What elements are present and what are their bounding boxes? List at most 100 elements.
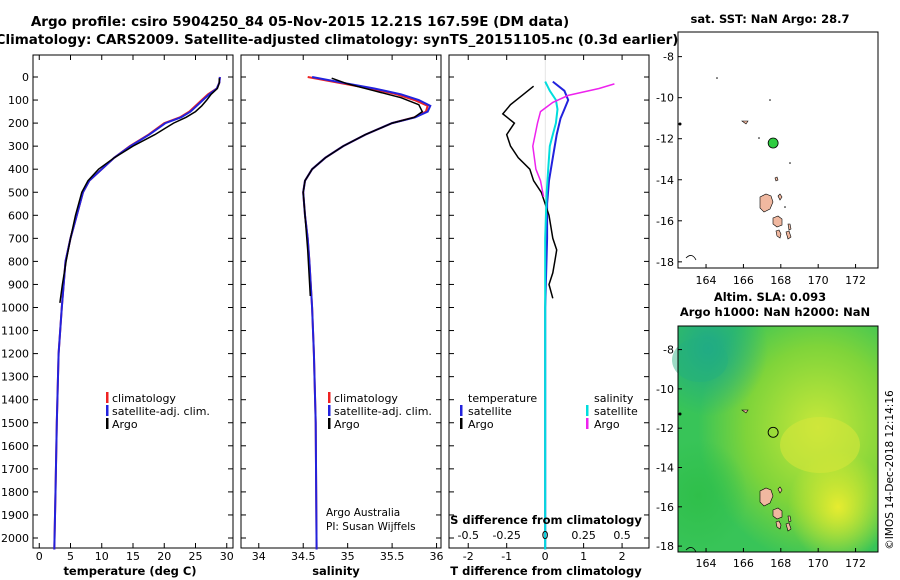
depth-tick-label: 1700 — [1, 463, 29, 476]
sal-diff-argo-line — [532, 83, 615, 198]
map-y-tick-label: -18 — [656, 256, 674, 269]
depth-tick-label: 1400 — [1, 394, 29, 407]
depth-tick-label: 1100 — [1, 325, 29, 338]
legend3-t-argo: Argo — [468, 418, 494, 431]
x-tick-label: 0 — [542, 550, 549, 563]
difference-panel — [448, 54, 650, 549]
legend2-satellite: satellite-adj. clim. — [334, 405, 432, 418]
map-y-tick-label: -12 — [656, 133, 674, 146]
legend-argo: Argo — [112, 418, 138, 431]
temp-diff-argo-line — [501, 85, 558, 299]
legend3-t-satellite-swatch — [460, 405, 463, 416]
s-diff-tick-label: -0.5 — [457, 529, 478, 542]
imos-watermark: ©IMOS 14-Dec-2018 12:14:16 — [884, 390, 896, 550]
x-tick-label: 35 — [341, 550, 355, 563]
s-difference-ticks: -0.5 -0.25 0 0.25 0.5 — [457, 529, 630, 542]
x-tick-label: 34 — [252, 550, 266, 563]
legend-climatology-swatch — [106, 392, 109, 403]
sst-map-frame — [677, 31, 879, 269]
depth-tick-label: 700 — [8, 232, 29, 245]
legend2-climatology: climatology — [334, 392, 398, 405]
temperature-series — [53, 76, 221, 550]
map-y-tick-label: -14 — [656, 461, 674, 474]
sla-map-field — [672, 326, 878, 552]
legend-satellite-swatch — [106, 405, 109, 416]
s-diff-tick-label: 0.25 — [571, 529, 596, 542]
temperature-xlabel: temperature (deg C) — [63, 564, 196, 578]
x-tick-label: 30 — [220, 550, 234, 563]
depth-axis: 0 100 200 300 400 500 600 700 800 900 1000 1100 1200… — [1, 71, 649, 545]
map-x-tick-label: 168 — [770, 274, 791, 287]
depth-tick-label: 100 — [8, 94, 29, 107]
temperature-x-ticks: 0 5 10 15 20 25 30 — [36, 55, 234, 563]
map-x-tick-label: 170 — [808, 274, 829, 287]
map-x-tick-label: 166 — [733, 274, 754, 287]
salinity-panel — [240, 54, 442, 549]
x-tick-label: 35.5 — [380, 550, 405, 563]
legend3-salinity: salinity — [594, 392, 634, 405]
depth-tick-label: 1800 — [1, 486, 29, 499]
credit-line-2: PI: Susan Wijffels — [326, 521, 416, 533]
depth-tick-label: 1200 — [1, 348, 29, 361]
map-x-tick-label: 168 — [770, 557, 791, 570]
t-difference-xlabel: T difference from climatology — [450, 564, 642, 578]
salinity-argo-line — [302, 77, 424, 297]
sla-map-ticks: 164 166 168 170 172 -8 -10 -12 -14 -16 -18 — [656, 344, 866, 570]
x-tick-label: 10 — [95, 550, 109, 563]
x-tick-label: -1 — [501, 550, 512, 563]
salinity-legend: climatology satellite-adj. clim. Argo — [328, 392, 432, 431]
map-y-tick-label: -18 — [656, 540, 674, 553]
legend2-argo-swatch — [328, 418, 331, 429]
sla-map-islands — [678, 409, 792, 553]
sla-map-frame — [677, 325, 879, 553]
map-y-tick-label: -8 — [663, 51, 674, 64]
x-tick-label: 25 — [189, 550, 203, 563]
x-tick-label: 2 — [619, 550, 626, 563]
sst-map-float-marker — [767, 137, 779, 149]
salinity-series — [302, 76, 432, 550]
salinity-xlabel: salinity — [312, 564, 360, 578]
depth-tick-label: 600 — [8, 209, 29, 222]
temperature-climatology-line — [53, 76, 221, 550]
legend3-s-satellite-swatch — [586, 405, 589, 416]
temperature-satellite-line — [53, 76, 221, 550]
legend3-s-argo-swatch — [586, 418, 589, 429]
difference-legend: temperature satellite Argo salinity sate… — [460, 392, 638, 431]
map-y-tick-label: -16 — [656, 215, 674, 228]
legend2-argo: Argo — [334, 418, 360, 431]
credit-line-1: Argo Australia — [326, 507, 400, 519]
temperature-argo-line — [59, 78, 221, 304]
depth-tick-label: 800 — [8, 255, 29, 268]
map-y-tick-label: -16 — [656, 501, 674, 514]
sst-map-title: sat. SST: NaN Argo: 28.7 — [690, 12, 849, 26]
s-diff-tick-label: 0 — [542, 529, 549, 542]
depth-tick-label: 0 — [22, 71, 29, 84]
depth-tick-label: 1600 — [1, 440, 29, 453]
map-x-tick-label: 172 — [845, 274, 866, 287]
title-line-1: Argo profile: csiro 5904250_84 05-Nov-20… — [31, 14, 569, 30]
legend3-t-argo-swatch — [460, 418, 463, 429]
legend-satellite: satellite-adj. clim. — [112, 405, 210, 418]
temperature-legend: climatology satellite-adj. clim. Argo — [106, 392, 210, 431]
x-tick-label: 34.5 — [291, 550, 316, 563]
salinity-climatology-line — [302, 76, 429, 550]
sst-map-ticks: 164 166 168 170 172 -8 -10 -12 -14 -16 -18 — [656, 51, 866, 287]
x-tick-label: 1 — [580, 550, 587, 563]
x-tick-label: 20 — [157, 550, 171, 563]
map-x-tick-label: 166 — [733, 557, 754, 570]
depth-tick-label: 1500 — [1, 417, 29, 430]
legend3-t-satellite: satellite — [468, 405, 512, 418]
s-diff-tick-label: -0.25 — [492, 529, 520, 542]
depth-tick-label: 1300 — [1, 371, 29, 384]
legend3-temperature: temperature — [468, 392, 537, 405]
legend3-s-satellite: satellite — [594, 405, 638, 418]
map-y-tick-label: -10 — [656, 383, 674, 396]
legend-argo-swatch — [106, 418, 109, 429]
legend-climatology: climatology — [112, 392, 176, 405]
depth-tick-label: 900 — [8, 278, 29, 291]
depth-tick-label: 400 — [8, 163, 29, 176]
map-x-tick-label: 172 — [845, 557, 866, 570]
depth-tick-label: 300 — [8, 140, 29, 153]
sla-map-float-marker — [767, 426, 779, 438]
